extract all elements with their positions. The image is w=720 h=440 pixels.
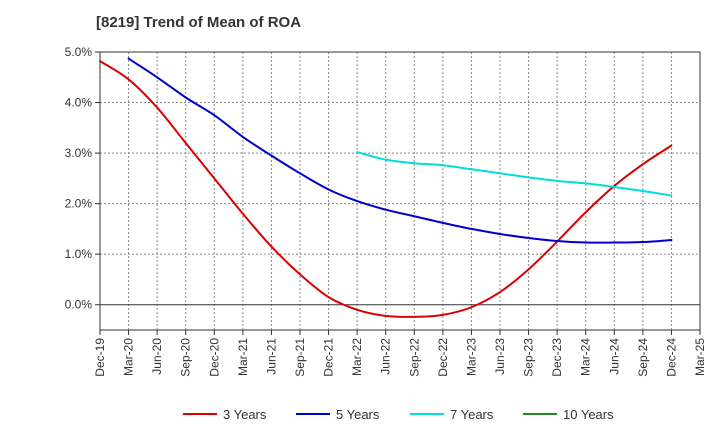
x-tick-label: Dec-23 (550, 338, 564, 377)
plot-area-frame (99, 51, 701, 331)
x-tick-label: Sep-20 (179, 338, 193, 377)
y-tick-label: 5.0% (65, 45, 93, 59)
x-tick-label: Jun-21 (264, 338, 278, 375)
legend-label-3-years: 3 Years (223, 407, 267, 422)
x-tick-label: Jun-22 (379, 338, 393, 375)
series-layer (99, 57, 673, 318)
x-tick-label: Jun-23 (493, 338, 507, 375)
y-axis: 0.0% 1.0% 2.0% 3.0% 4.0% 5.0% (65, 45, 100, 312)
plot-area-background (100, 52, 700, 330)
y-tick-label: 0.0% (65, 298, 93, 312)
y-tick-label: 1.0% (65, 247, 93, 261)
x-tick-label: Dec-20 (207, 338, 221, 377)
x-tick-label: Sep-23 (522, 338, 536, 377)
legend: 3 Years 5 Years 7 Years 10 Years (183, 407, 614, 422)
x-tick-label: Dec-22 (436, 338, 450, 377)
x-tick-label: Jun-24 (607, 338, 621, 375)
x-tick-label: Sep-24 (636, 338, 650, 377)
x-tick-label: Jun-20 (150, 338, 164, 375)
x-tick-label: Mar-21 (236, 338, 250, 376)
y-tick-label: 2.0% (65, 197, 93, 211)
x-tick-label: Dec-24 (664, 338, 678, 377)
x-tick-label: Dec-21 (322, 338, 336, 377)
series-line-3-years (99, 60, 673, 318)
x-tick-label: Mar-23 (464, 338, 478, 376)
x-tick-label: Sep-21 (293, 338, 307, 377)
grid-lines (100, 52, 700, 330)
x-tick-label: Mar-24 (579, 338, 593, 376)
y-tick-label: 3.0% (65, 146, 93, 160)
series-line-5-years (127, 57, 673, 244)
x-tick-label: Dec-19 (93, 338, 107, 377)
legend-label-10-years: 10 Years (563, 407, 614, 422)
x-tick-label: Sep-22 (407, 338, 421, 377)
x-tick-label: Mar-22 (350, 338, 364, 376)
x-tick-label: Mar-25 (693, 338, 707, 376)
x-tick-label: Mar-20 (122, 338, 136, 376)
y-tick-label: 4.0% (65, 96, 93, 110)
legend-label-7-years: 7 Years (450, 407, 494, 422)
legend-label-5-years: 5 Years (336, 407, 380, 422)
series-line-7-years (356, 151, 673, 197)
x-axis: Dec-19 Mar-20 Jun-20 Sep-20 Dec-20 Mar-21 Jun-… (93, 330, 707, 377)
chart-title: [8219] Trend of Mean of ROA (96, 14, 302, 31)
